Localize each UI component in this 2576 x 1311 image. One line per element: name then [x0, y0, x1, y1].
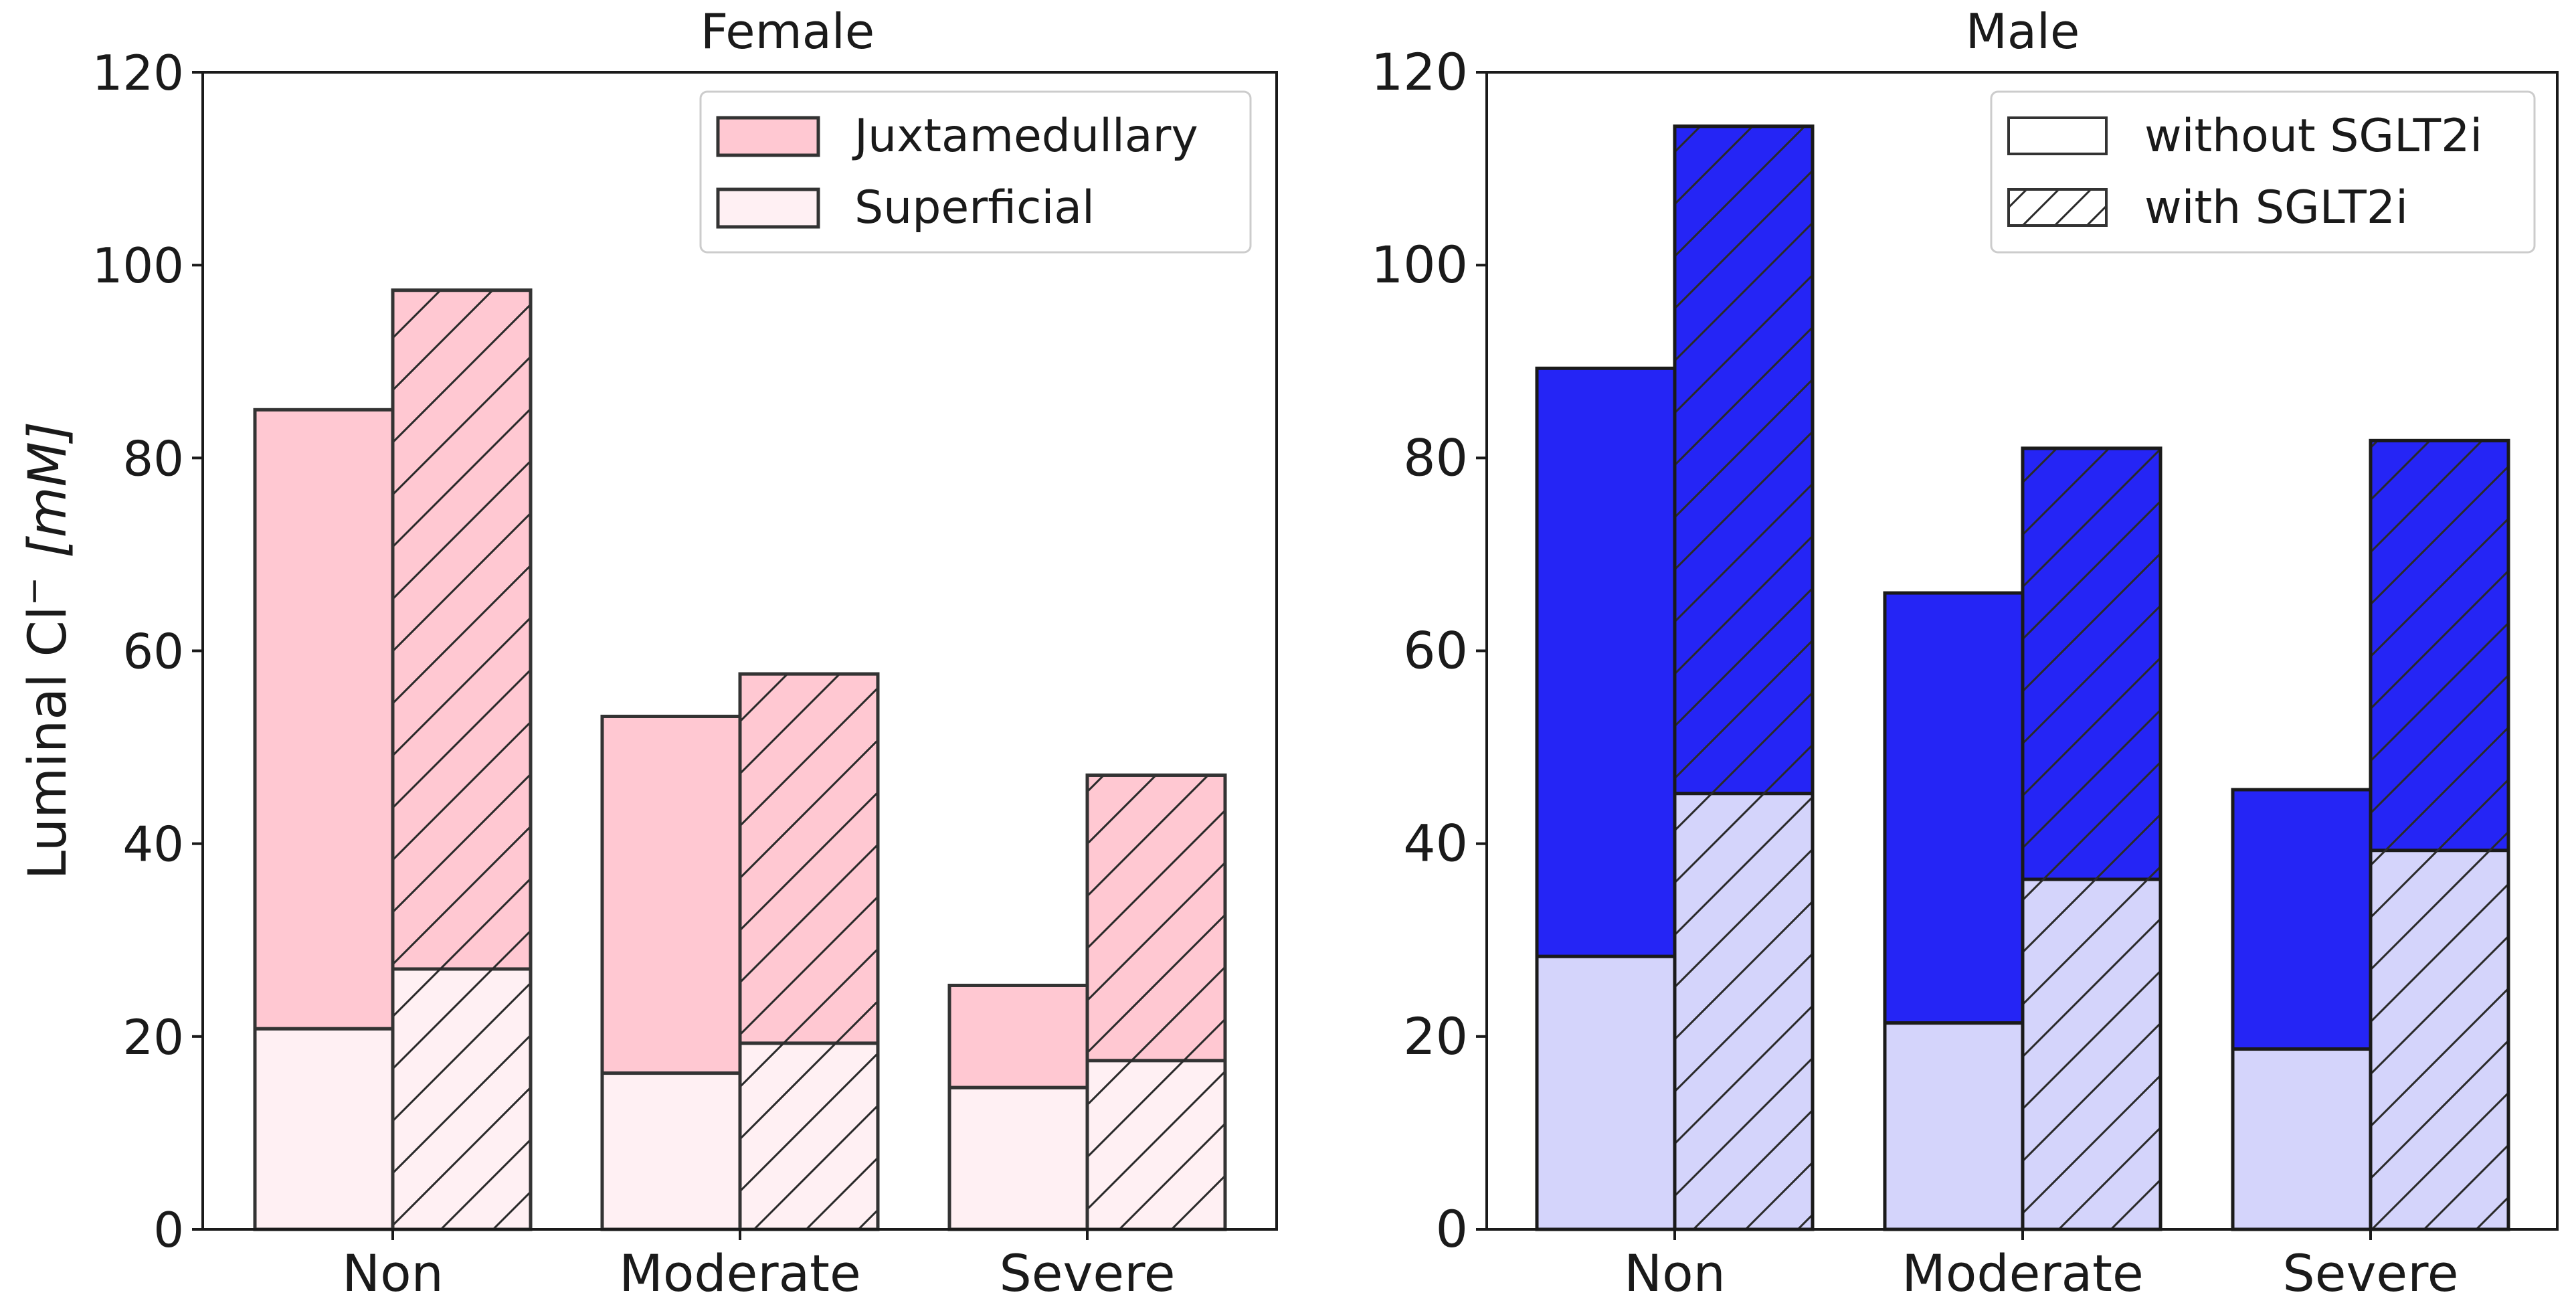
female-x-tick-label-moderate: Moderate — [619, 1243, 860, 1303]
male-y-tick-label: 80 — [1403, 428, 1468, 487]
female-legend-swatch-juxtamedullary — [716, 116, 820, 157]
female-y-tick-label: 120 — [92, 45, 184, 101]
male-bar-superficial-without-sglt2i-non — [1535, 954, 1677, 1231]
female-y-tick-label: 60 — [122, 624, 184, 680]
male-y-tick-label: 60 — [1403, 621, 1468, 681]
male-y-tick-label: 20 — [1403, 1007, 1468, 1066]
male-y-ticks: 0 20 40 60 80 100 120 — [1371, 42, 1487, 1259]
male-x-tick-label-moderate: Moderate — [1902, 1243, 2143, 1303]
male-legend-label-with: with SGLT2i — [2144, 181, 2408, 234]
male-y-tick-label: 0 — [1436, 1199, 1468, 1259]
female-title: Female — [701, 3, 875, 60]
female-bar-juxtamedullary-without-sglt2i-severe — [947, 983, 1089, 1089]
female-legend-swatch-superficial — [716, 187, 820, 229]
female-bar-superficial-without-sglt2i-severe — [947, 1085, 1089, 1231]
female-bar-hatch-overlay-moderate — [738, 672, 880, 1231]
male-y-tick-label: 40 — [1403, 814, 1468, 873]
male-legend: without SGLT2i with SGLT2i — [1990, 90, 2536, 254]
female-x-tick-label-non: Non — [342, 1243, 444, 1303]
female-panel: Female 0 20 40 60 80 100 120 Non Moderate Severe… — [14, 3, 1278, 1303]
male-title: Male — [1966, 3, 2080, 60]
female-y-axis-label: Luminal Cl−[mM] — [14, 422, 78, 880]
female-axes-frame — [201, 71, 1278, 1231]
female-y-tick-label: 100 — [92, 238, 184, 294]
female-bar-hatch-overlay-severe — [1085, 773, 1227, 1231]
female-legend-label-juxtamedullary: Juxtamedullary — [852, 110, 1198, 163]
male-bar-superficial-without-sglt2i-moderate — [1883, 1021, 2025, 1231]
female-bar-hatch-overlay-non — [391, 288, 533, 1231]
male-legend-swatch-without — [2007, 116, 2108, 155]
male-x-tick-label-non: Non — [1624, 1243, 1726, 1303]
male-bar-hatch-overlay-severe — [2369, 438, 2510, 1231]
male-bar-hatch-overlay-non — [1673, 124, 1815, 1231]
male-x-ticks: Non Moderate Severe — [1624, 1229, 2459, 1303]
male-panel: Male 0 20 40 60 80 100 120 Non Moderate Severe w… — [1371, 3, 2559, 1303]
male-legend-swatch-with — [2007, 188, 2108, 227]
female-legend: Juxtamedullary Superficial — [699, 90, 1252, 254]
female-y-tick-label: 80 — [122, 430, 184, 487]
male-legend-label-without: without SGLT2i — [2144, 110, 2482, 163]
female-y-tick-label: 40 — [122, 816, 184, 873]
female-y-tick-label: 20 — [122, 1009, 184, 1065]
male-bar-superficial-without-sglt2i-severe — [2231, 1047, 2373, 1231]
female-x-ticks: Non Moderate Severe — [342, 1229, 1176, 1303]
male-bar-hatch-overlay-moderate — [2021, 446, 2163, 1231]
male-x-tick-label-severe: Severe — [2282, 1243, 2458, 1303]
female-bar-superficial-without-sglt2i-non — [253, 1027, 395, 1231]
female-bar-juxtamedullary-without-sglt2i-non — [253, 408, 395, 1031]
female-y-ticks: 0 20 40 60 80 100 120 — [92, 45, 203, 1258]
female-legend-label-superficial: Superficial — [854, 181, 1095, 234]
female-bars — [253, 288, 1227, 1231]
female-bar-superficial-without-sglt2i-moderate — [600, 1071, 742, 1231]
female-legend-frame — [699, 90, 1252, 254]
male-axes-frame — [1485, 71, 2559, 1231]
male-y-tick-label: 120 — [1371, 42, 1468, 102]
female-bar-juxtamedullary-without-sglt2i-moderate — [600, 714, 742, 1075]
male-bar-juxtamedullary-without-sglt2i-non — [1535, 366, 1677, 958]
male-bar-juxtamedullary-without-sglt2i-severe — [2231, 788, 2373, 1051]
female-y-tick-label: 0 — [153, 1202, 184, 1258]
male-y-tick-label: 100 — [1371, 235, 1468, 294]
male-bar-juxtamedullary-without-sglt2i-moderate — [1883, 591, 2025, 1025]
male-legend-frame — [1990, 90, 2536, 254]
male-bars — [1535, 124, 2510, 1231]
female-x-tick-label-severe: Severe — [999, 1243, 1175, 1303]
